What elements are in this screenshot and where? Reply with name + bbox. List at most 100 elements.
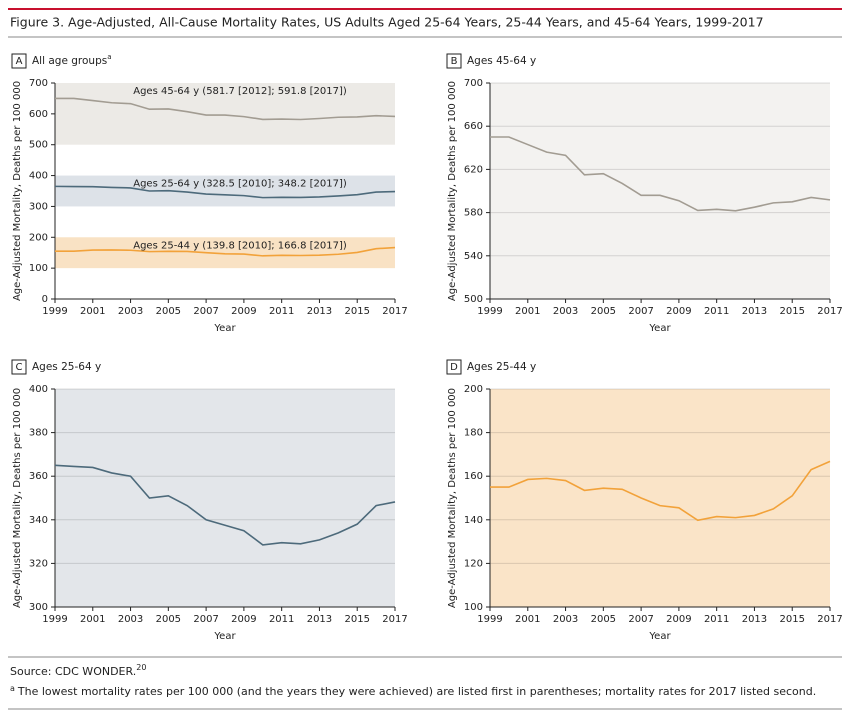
x-tick-label: 2009 [231, 614, 256, 625]
y-tick-label: 620 [464, 164, 483, 175]
x-axis-label: Year [213, 323, 236, 334]
panel-letter-box [11, 359, 27, 375]
y-tick-label: 540 [464, 251, 483, 262]
x-tick-label: 2015 [779, 614, 804, 625]
y-tick-label: 580 [464, 208, 483, 219]
y-tick-label: 400 [29, 384, 48, 395]
source-ref: 20 [136, 663, 146, 672]
panel-letter: D [450, 362, 458, 373]
y-tick-label: 300 [29, 602, 48, 613]
y-tick-label: 340 [29, 515, 48, 526]
series-line [54, 464, 396, 546]
x-tick-label: 2009 [666, 614, 691, 625]
x-tick-label: 2005 [591, 614, 616, 625]
y-tick-label: 360 [29, 471, 48, 482]
series-line [55, 246, 396, 257]
x-tick-label: 2013 [742, 306, 767, 317]
series-line [54, 185, 396, 199]
y-tick-label: 300 [29, 201, 48, 212]
plot-background [55, 389, 395, 607]
x-tick-label: 1999 [42, 614, 67, 625]
footnote-text: The lowest mortality rates per 100 000 (… [17, 685, 816, 698]
x-tick-label: 2013 [742, 614, 767, 625]
x-tick-label: 1999 [477, 306, 502, 317]
range-band [55, 237, 395, 269]
range-band [55, 175, 395, 207]
panel-title: All age groupsa [32, 53, 112, 67]
x-tick-label: 2011 [269, 614, 294, 625]
figure-title: Figure 3. Age-Adjusted, All-Cause Mortal… [10, 15, 764, 30]
x-tick-label: 2011 [704, 306, 729, 317]
series-label: Ages 25-64 y (328.5 [2010]; 348.2 [2017]… [133, 179, 347, 190]
panel-title-text: Ages 25-64 y [32, 361, 101, 373]
y-axis-label: Age-Adjusted Mortality, Deaths per 100 0… [447, 81, 458, 301]
x-tick-label: 2001 [80, 306, 105, 317]
panel-title-note: a [107, 53, 111, 61]
x-tick-label: 2001 [515, 614, 540, 625]
y-tick-label: 200 [29, 232, 48, 243]
x-tick-label: 2015 [344, 306, 369, 317]
x-tick-label: 2007 [628, 306, 653, 317]
x-tick-label: 2005 [591, 306, 616, 317]
panel-title-text: All age groups [32, 55, 107, 67]
x-tick-label: 2001 [515, 306, 540, 317]
panel-letter-box [446, 359, 462, 375]
x-tick-label: 1999 [477, 614, 502, 625]
y-tick-label: 380 [29, 428, 48, 439]
y-tick-label: 0 [42, 294, 48, 305]
x-tick-label: 2015 [344, 614, 369, 625]
x-tick-label: 2007 [193, 614, 218, 625]
series-line [490, 460, 831, 522]
x-tick-label: 2009 [666, 306, 691, 317]
footnote: a The lowest mortality rates per 100 000 … [10, 684, 816, 699]
panel-title-text: Ages 45-64 y [467, 55, 536, 67]
x-axis-label: Year [648, 323, 671, 334]
x-axis-label: Year [648, 631, 671, 642]
y-tick-label: 500 [29, 140, 48, 151]
y-tick-label: 180 [464, 428, 483, 439]
x-tick-label: 2007 [193, 306, 218, 317]
plot-background [490, 83, 830, 299]
series-label: Ages 45-64 y (581.7 [2012]; 591.8 [2017]… [133, 86, 347, 97]
x-tick-label: 2003 [118, 306, 143, 317]
y-tick-label: 320 [29, 558, 48, 569]
x-tick-label: 2013 [307, 306, 332, 317]
y-tick-label: 120 [464, 558, 483, 569]
y-tick-label: 100 [464, 602, 483, 613]
panel-letter: B [451, 56, 458, 67]
x-tick-label: 2017 [382, 614, 407, 625]
y-tick-label: 700 [464, 78, 483, 89]
series-line [490, 136, 831, 212]
x-tick-label: 2003 [118, 614, 143, 625]
range-band [55, 83, 395, 145]
x-tick-label: 2017 [817, 306, 842, 317]
x-tick-label: 2017 [382, 306, 407, 317]
y-tick-label: 600 [29, 109, 48, 120]
y-tick-label: 700 [29, 78, 48, 89]
panel-letter: C [16, 362, 23, 373]
y-tick-label: 200 [464, 384, 483, 395]
x-tick-label: 2011 [704, 614, 729, 625]
y-axis-label: Age-Adjusted Mortality, Deaths per 100 0… [12, 81, 23, 301]
footnote-mark: a [10, 684, 15, 693]
y-axis-label: Age-Adjusted Mortality, Deaths per 100 0… [447, 388, 458, 608]
panel-title: Ages 25-64 y [32, 361, 101, 373]
x-tick-label: 2007 [628, 614, 653, 625]
source: Source: CDC WONDER.20 [10, 663, 146, 679]
y-tick-label: 500 [464, 294, 483, 305]
source-text: Source: CDC WONDER. [10, 665, 136, 678]
y-tick-label: 140 [464, 515, 483, 526]
x-tick-label: 2003 [553, 306, 578, 317]
x-tick-label: 2013 [307, 614, 332, 625]
y-tick-label: 100 [29, 263, 48, 274]
x-tick-label: 2015 [779, 306, 804, 317]
x-tick-label: 2011 [269, 306, 294, 317]
plot-background [490, 389, 830, 607]
panel-letter-box [11, 53, 27, 69]
series-label: Ages 25-44 y (139.8 [2010]; 166.8 [2017]… [133, 240, 347, 251]
x-tick-label: 2017 [817, 614, 842, 625]
panel-letter: A [16, 56, 23, 67]
panel-title-text: Ages 25-44 y [467, 361, 536, 373]
y-axis-label: Age-Adjusted Mortality, Deaths per 100 0… [12, 388, 23, 608]
